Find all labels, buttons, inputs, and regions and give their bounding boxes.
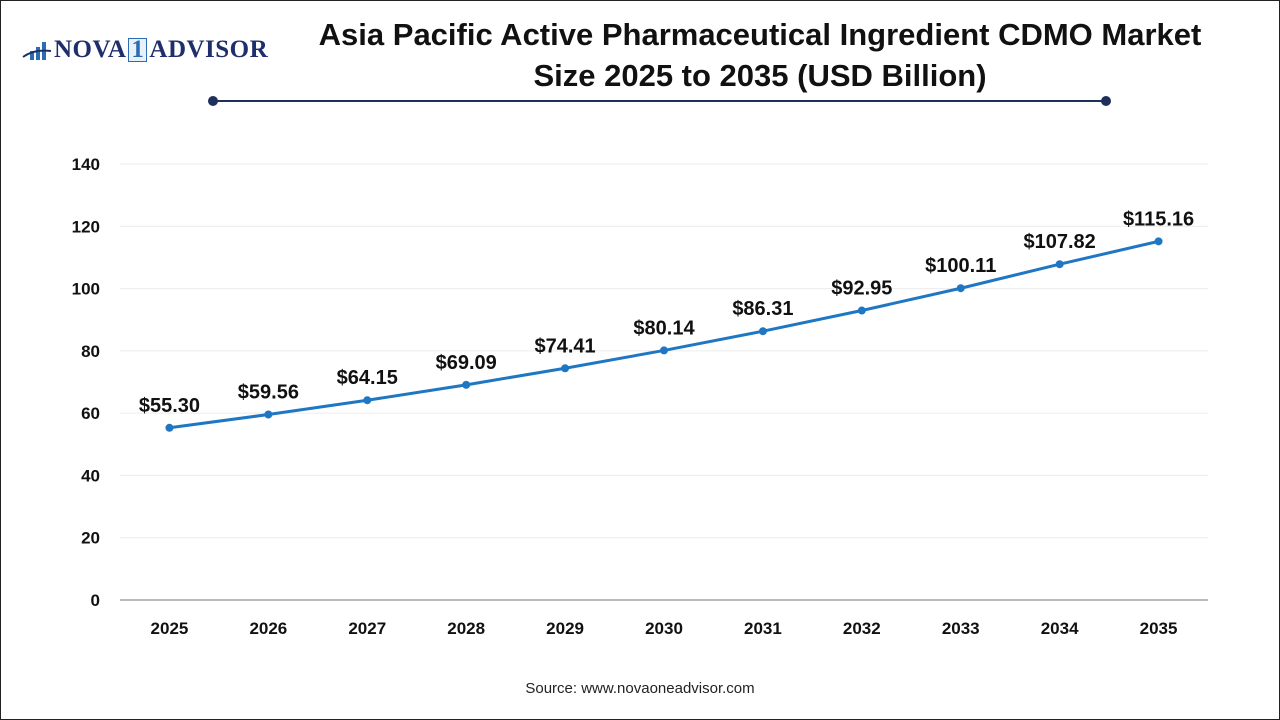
y-tick-label: 0 [91,591,100,610]
data-point [264,410,273,419]
data-label: $74.41 [535,335,596,357]
divider-dot-left [208,96,218,106]
data-label: $55.30 [139,395,200,417]
y-tick-label: 140 [72,155,100,174]
data-label: $69.09 [436,352,497,374]
x-tick-label: 2033 [942,619,980,638]
divider-dot-right [1101,96,1111,106]
x-tick-label: 2032 [843,619,881,638]
data-point [462,380,471,389]
x-tick-label: 2028 [447,619,485,638]
y-tick-label: 120 [72,217,100,236]
x-tick-label: 2029 [546,619,584,638]
data-point [1154,237,1163,246]
y-tick-label: 40 [81,466,100,485]
data-point [956,284,965,293]
x-tick-label: 2027 [348,619,386,638]
x-tick-label: 2034 [1041,619,1079,638]
x-tick-label: 2035 [1140,619,1178,638]
logo-text-left: NOVA [54,36,127,63]
chart-title: Asia Pacific Active Pharmaceutical Ingre… [260,14,1260,96]
x-tick-label: 2030 [645,619,683,638]
x-tick-label: 2026 [249,619,287,638]
y-tick-label: 100 [72,280,100,299]
data-point [363,396,372,405]
source-note: Source: www.novaoneadvisor.com [525,680,755,697]
title-line-1: Asia Pacific Active Pharmaceutical Ingre… [318,17,1202,52]
logo: NOVA 1 ADVISOR [22,36,268,64]
data-point [165,423,174,432]
data-point [857,306,866,315]
y-tick-label: 80 [81,342,100,361]
data-label: $100.11 [925,255,996,277]
data-label: $107.82 [1023,231,1095,253]
title-line-2: Size 2025 to 2035 (USD Billion) [533,58,987,93]
title-divider [213,100,1106,102]
x-tick-label: 2025 [151,619,189,638]
data-label: $86.31 [732,298,793,320]
data-point [1055,260,1064,269]
data-label: $64.15 [337,367,398,389]
logo-text-box: 1 [128,37,148,62]
data-label: $59.56 [238,382,299,404]
y-tick-label: 20 [81,529,100,548]
bar-chart-swoosh-icon [22,42,52,60]
data-label: $80.14 [633,317,695,339]
data-point [660,346,668,355]
x-tick-label: 2031 [744,619,782,638]
data-point [561,364,570,373]
data-label: $115.16 [1123,208,1194,230]
data-point [758,327,767,336]
y-tick-label: 60 [81,404,100,423]
data-label: $92.95 [831,278,892,300]
logo-text-right: ADVISOR [149,36,269,63]
